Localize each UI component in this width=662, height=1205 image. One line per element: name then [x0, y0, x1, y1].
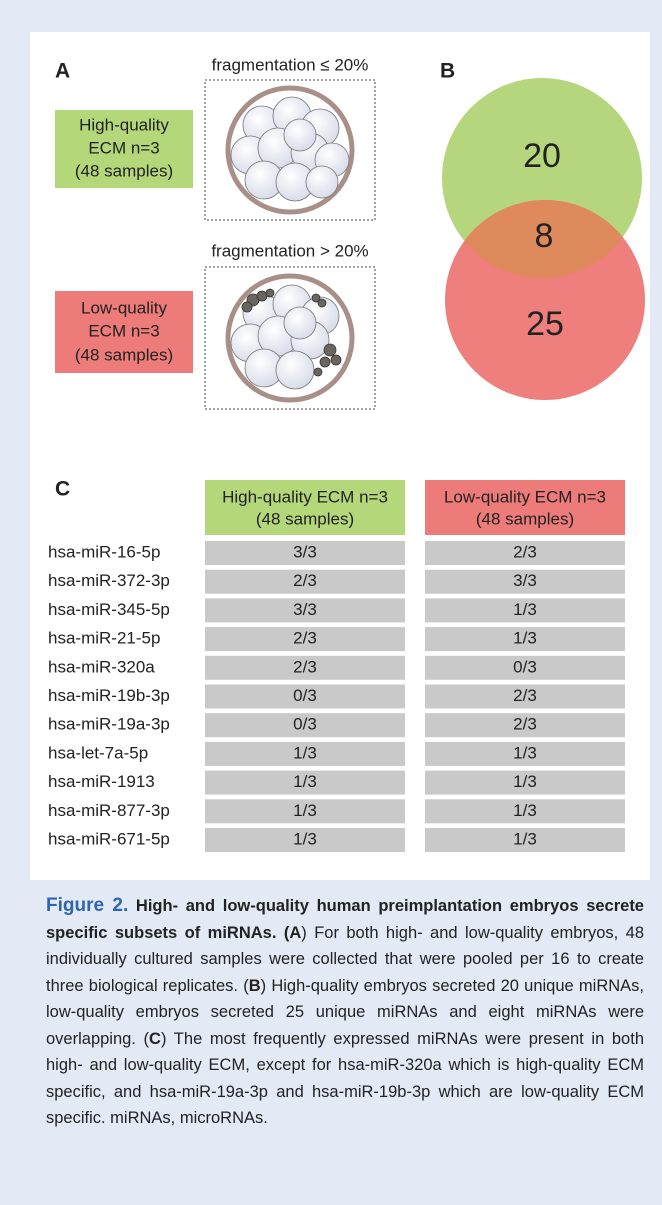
cell-value: 0/3 [293, 715, 317, 734]
cell-value: 2/3 [513, 686, 537, 705]
cell-value: 1/3 [513, 772, 537, 791]
cell-value: 1/3 [513, 829, 537, 848]
cell-value: 1/3 [293, 801, 317, 820]
panel-label: B [440, 60, 455, 83]
mirna-name: hsa-miR-19b-3p [48, 686, 170, 705]
mirna-name: hsa-miR-372-3p [48, 571, 170, 590]
embryo-illustration [228, 276, 352, 400]
cell-value: 1/3 [513, 629, 537, 648]
venn-count: 8 [535, 217, 554, 255]
table-body: hsa-miR-16-5p 3/3 2/3 hsa-miR-372-3p 2/3 3/3 h… [48, 541, 625, 852]
mirna-name: hsa-miR-320a [48, 657, 155, 676]
box-text: (48 samples) [75, 161, 173, 180]
box-text: ECM n=3 [88, 321, 159, 340]
mirna-name: hsa-miR-21-5p [48, 629, 160, 648]
cell-value: 2/3 [293, 629, 317, 648]
condition-title: fragmentation ≤ 20% [212, 55, 369, 74]
box-text: High-quality [79, 115, 169, 134]
figure-caption: Figure 2. High- and low-quality human pr… [46, 893, 644, 1132]
cell-value: 1/3 [513, 600, 537, 619]
panel-ref: A [289, 924, 301, 942]
panel-ref: B [249, 977, 261, 995]
box-text: Low-quality [81, 298, 167, 317]
page: A fragmentation ≤ 20% High-quality ECM n… [0, 0, 662, 1205]
cell-value: 3/3 [513, 571, 537, 590]
caption-text: . ( [272, 924, 290, 942]
embryo-illustration [228, 88, 352, 212]
cell-value: 2/3 [293, 657, 317, 676]
column-header: Low-quality ECM n=3 [444, 487, 606, 506]
box-text: (48 samples) [75, 345, 173, 364]
cell-value: 1/3 [293, 829, 317, 848]
column-header: (48 samples) [476, 509, 574, 528]
cell-value: 1/3 [293, 743, 317, 762]
figure: A fragmentation ≤ 20% High-quality ECM n… [0, 0, 662, 880]
mirna-name: hsa-miR-345-5p [48, 600, 170, 619]
column-header: (48 samples) [256, 509, 354, 528]
cell-value: 3/3 [293, 600, 317, 619]
cell-value: 0/3 [293, 686, 317, 705]
mirna-name: hsa-miR-671-5p [48, 829, 170, 848]
venn-count: 25 [526, 305, 564, 343]
cell-value: 2/3 [513, 715, 537, 734]
panel-label: C [55, 478, 70, 501]
mirna-name: hsa-miR-16-5p [48, 542, 160, 561]
mirna-name: hsa-miR-19a-3p [48, 715, 170, 734]
column-header: High-quality ECM n=3 [222, 487, 388, 506]
condition-title: fragmentation > 20% [211, 241, 368, 260]
cell-value: 3/3 [293, 542, 317, 561]
cell-value: 2/3 [293, 571, 317, 590]
venn-count: 20 [523, 137, 561, 175]
cell-value: 2/3 [513, 542, 537, 561]
cell-value: 1/3 [513, 801, 537, 820]
box-text: ECM n=3 [88, 138, 159, 157]
panel-ref: C [149, 1030, 161, 1048]
cell-value: 1/3 [513, 743, 537, 762]
figure-number: Figure 2. [46, 895, 128, 916]
cell-value: 1/3 [293, 772, 317, 791]
cell-value: 0/3 [513, 657, 537, 676]
mirna-name: hsa-miR-1913 [48, 772, 155, 791]
mirna-name: hsa-miR-877-3p [48, 801, 170, 820]
mirna-name: hsa-let-7a-5p [48, 743, 148, 762]
panel-label: A [55, 60, 70, 83]
